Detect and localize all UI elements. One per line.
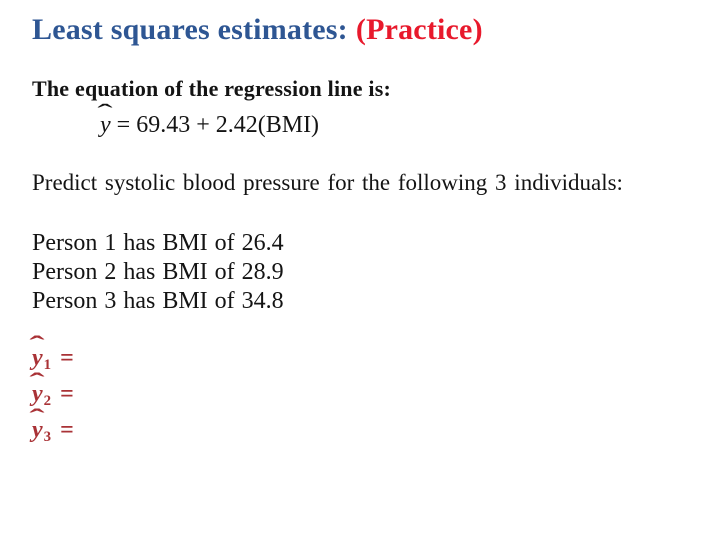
- answer-subscript: 1: [43, 357, 52, 374]
- answer-row-1: ˆ y1 =: [30, 334, 74, 380]
- hat-accent: ˆ: [97, 101, 113, 128]
- answer-list: ˆ y1 = ˆ y2 = ˆ y3 =: [30, 334, 74, 452]
- hat-accent: ˆ: [29, 405, 45, 432]
- equation-heading: The equation of the regression line is:: [32, 76, 391, 101]
- answer-equals: =: [60, 417, 74, 444]
- answer-equals: =: [60, 345, 74, 371]
- slide-title: Least squares estimates: (Practice): [32, 13, 483, 47]
- hat-accent: ˆ: [29, 333, 45, 360]
- person-list: Person 1 has BMI of 26.4 Person 2 has BM…: [32, 229, 284, 316]
- person-row-3: Person 3 has BMI of 34.8: [32, 288, 284, 314]
- person-row-2: Person 2 has BMI of 28.9: [32, 259, 284, 285]
- answer-row-3: ˆ y3 =: [30, 407, 74, 452]
- regression-equation: ˆ y = 69.43 + 2.42(BMI): [98, 102, 320, 139]
- slide-title-main: Least squares estimates:: [32, 13, 348, 46]
- hat-accent: ˆ: [29, 369, 45, 396]
- equation-rhs: = 69.43 + 2.42(BMI): [116, 112, 320, 138]
- y-base: y: [100, 112, 111, 138]
- answer-subscript: 2: [43, 393, 52, 410]
- slide-title-accent: (Practice): [355, 13, 483, 46]
- answer-subscript: 3: [43, 429, 52, 446]
- answer-equals: =: [60, 381, 74, 408]
- answer-row-2: ˆ y2 =: [30, 371, 74, 416]
- predict-instruction: Predict systolic blood pressure for the …: [32, 170, 623, 195]
- y-base: y: [32, 381, 43, 408]
- person-row-1: Person 1 has BMI of 26.4: [32, 230, 284, 256]
- y-base: y: [32, 417, 43, 444]
- y-base: y: [32, 345, 43, 371]
